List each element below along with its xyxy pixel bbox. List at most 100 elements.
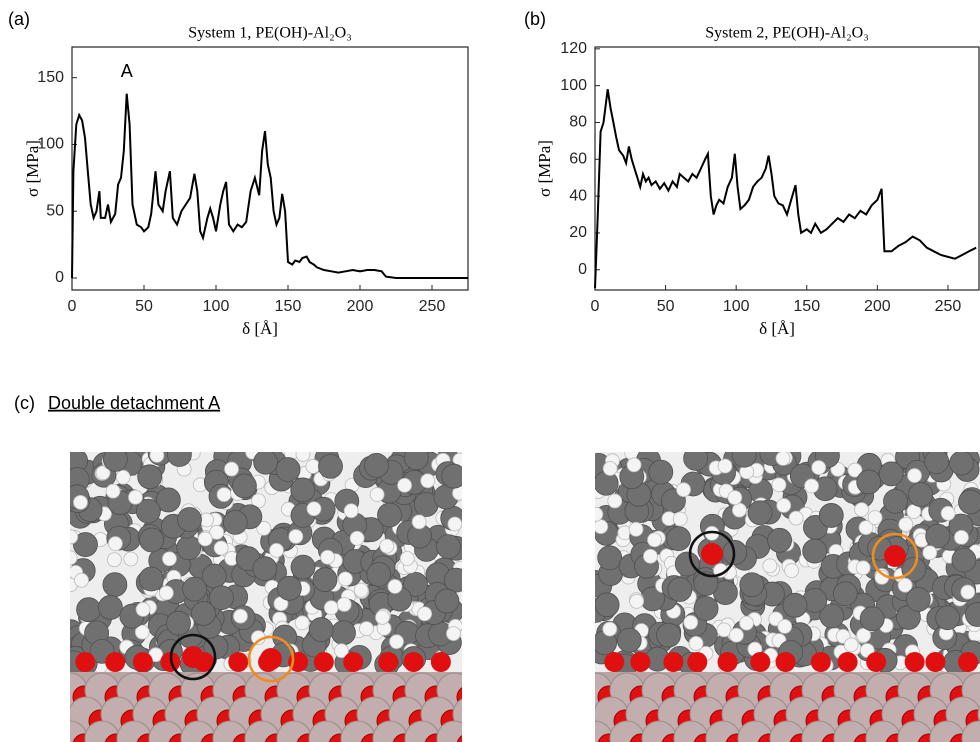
atom xyxy=(859,606,885,632)
atom xyxy=(629,593,645,609)
atom xyxy=(399,551,415,566)
atom xyxy=(336,597,352,612)
atom-o xyxy=(132,652,153,672)
axes-box xyxy=(71,46,469,291)
atom xyxy=(856,627,872,643)
atom xyxy=(747,500,773,526)
atom xyxy=(672,511,688,527)
atom xyxy=(275,457,301,482)
atom-o xyxy=(489,686,511,708)
atom xyxy=(323,600,339,616)
atom xyxy=(674,551,700,577)
atom-o xyxy=(904,652,925,672)
atom xyxy=(166,452,192,467)
atom xyxy=(602,621,618,637)
atom-o xyxy=(866,652,887,672)
atom xyxy=(776,498,792,513)
atom xyxy=(320,549,335,565)
atom xyxy=(417,606,433,622)
x-tick-label: 250 xyxy=(419,298,446,315)
atom-o xyxy=(343,652,364,672)
atom xyxy=(607,493,623,509)
data-line xyxy=(594,89,977,289)
atom xyxy=(162,551,177,567)
atom xyxy=(102,572,128,598)
atom-al xyxy=(485,697,519,731)
atom xyxy=(308,617,334,642)
atom xyxy=(878,461,904,487)
y-tick-label: 100 xyxy=(37,136,64,153)
atom xyxy=(856,469,882,495)
atom xyxy=(898,516,914,532)
atom xyxy=(318,453,343,479)
atom xyxy=(191,601,216,626)
x-tick-label: 200 xyxy=(864,298,891,315)
y-tick-label: 60 xyxy=(569,151,587,168)
atom xyxy=(762,558,778,574)
atom-o xyxy=(489,734,511,742)
atom-o xyxy=(663,652,684,672)
atom xyxy=(595,506,604,522)
atom-o xyxy=(925,652,946,672)
atom xyxy=(155,487,181,513)
atom xyxy=(209,524,225,540)
atom xyxy=(595,592,620,618)
atom xyxy=(843,637,859,653)
atom xyxy=(306,501,322,517)
atom xyxy=(667,577,693,602)
atom xyxy=(343,503,359,519)
atom xyxy=(940,505,956,521)
atom-o xyxy=(701,543,723,565)
atom xyxy=(288,529,304,544)
atom xyxy=(182,576,208,602)
marker-ring xyxy=(688,530,736,578)
atom xyxy=(70,529,79,545)
atom xyxy=(717,458,733,474)
y-axis-label: σ [MPa] xyxy=(535,140,554,197)
x-tick-label: 0 xyxy=(591,298,600,315)
atom xyxy=(222,509,248,535)
atom xyxy=(251,493,266,509)
atom xyxy=(731,452,757,468)
atom xyxy=(897,577,913,593)
panel-label: (c) xyxy=(14,393,35,413)
atom xyxy=(331,620,356,646)
atom xyxy=(353,582,369,598)
atom xyxy=(688,635,704,651)
atom xyxy=(595,470,619,496)
atom xyxy=(597,545,623,571)
atom-o xyxy=(810,652,831,672)
atom xyxy=(411,514,427,530)
atom-al xyxy=(961,720,980,742)
y-tick-label: 50 xyxy=(46,202,64,219)
atom xyxy=(137,464,163,490)
atom xyxy=(883,488,908,514)
atom-o xyxy=(775,652,796,672)
data-line xyxy=(71,93,468,279)
y-tick-label: 120 xyxy=(560,40,587,57)
atom xyxy=(256,520,272,536)
atom xyxy=(349,530,365,546)
atom xyxy=(729,627,744,643)
x-tick-label: 250 xyxy=(935,298,962,315)
atom xyxy=(269,542,284,558)
atom-o xyxy=(604,652,625,672)
axes-box xyxy=(594,46,980,291)
atom xyxy=(403,571,428,597)
atom xyxy=(602,461,618,476)
atom xyxy=(197,531,213,547)
atom xyxy=(693,596,719,621)
atom xyxy=(965,602,980,627)
atom-o xyxy=(837,652,858,672)
atom xyxy=(107,536,123,551)
atom xyxy=(616,627,642,653)
atom xyxy=(106,552,122,568)
atom xyxy=(446,626,461,641)
atom-o xyxy=(430,652,451,672)
y-tick-label: 20 xyxy=(569,224,587,241)
atom-o xyxy=(403,652,424,672)
atom xyxy=(443,567,462,593)
atom xyxy=(135,602,151,617)
y-axis-label: σ [MPa] xyxy=(23,140,42,197)
